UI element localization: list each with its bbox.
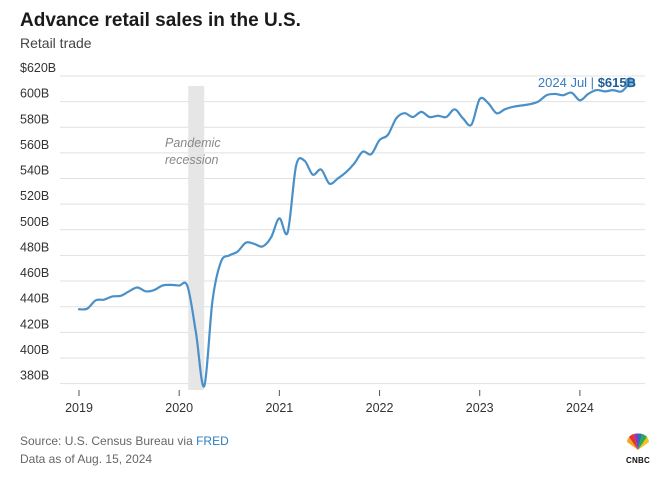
series-line-retail-trade <box>77 81 632 388</box>
x-tick-label: 2021 <box>265 401 293 415</box>
y-tick-label: 540B <box>20 164 49 178</box>
annotations: Pandemic recession 2024 Jul | $615B <box>165 75 636 167</box>
y-tick-label: 380B <box>20 369 49 383</box>
y-tick-label: 600B <box>20 87 49 101</box>
y-tick-label: 500B <box>20 215 49 229</box>
latest-point <box>624 77 635 88</box>
source-text: Source: U.S. Census Bureau via <box>20 434 197 448</box>
line-chart: 380B 400B 420B 440B 460B 480B 500B 520B 540B 560B… <box>20 61 645 415</box>
x-tick-label: 2022 <box>366 401 394 415</box>
chart-title: Advance retail sales in the U.S. <box>20 10 301 31</box>
chart-subtitle: Retail trade <box>20 35 92 51</box>
x-tick-label: 2019 <box>65 401 93 415</box>
y-tick-label: 560B <box>20 138 49 152</box>
y-tick-label: 420B <box>20 317 49 331</box>
y-tick-label: 480B <box>20 240 49 254</box>
data-date: Data as of Aug. 15, 2024 <box>20 452 153 466</box>
source-line: Source: U.S. Census Bureau via FRED <box>20 434 229 448</box>
fred-link[interactable]: FRED <box>196 434 229 448</box>
x-tick-label: 2024 <box>566 401 594 415</box>
peacock-icon <box>627 433 649 450</box>
y-axis: 380B 400B 420B 440B 460B 480B 500B 520B 540B 560B… <box>20 61 56 383</box>
y-tick-label: 520B <box>20 189 49 203</box>
latest-value: $615B <box>598 75 636 90</box>
recession-band-group <box>188 86 205 390</box>
latest-date: 2024 Jul | <box>538 75 598 90</box>
recession-label-line1: Pandemic <box>165 136 221 150</box>
series-group <box>77 77 635 388</box>
y-tick-label: 440B <box>20 292 49 306</box>
latest-label: 2024 Jul | $615B <box>538 75 636 90</box>
y-tick-label: 460B <box>20 266 49 280</box>
recession-band <box>188 86 205 390</box>
x-tick-label: 2023 <box>466 401 494 415</box>
y-tick-label: $620B <box>20 61 56 75</box>
logo-text: CNBC <box>626 456 650 465</box>
y-tick-label: 400B <box>20 343 49 357</box>
x-tick-label: 2020 <box>165 401 193 415</box>
gridlines <box>60 75 645 385</box>
x-axis: 2019 2020 2021 2022 2023 2024 <box>65 390 594 415</box>
recession-label-line2: recession <box>165 153 219 167</box>
cnbc-logo: CNBC <box>623 433 653 465</box>
y-tick-label: 580B <box>20 112 49 126</box>
